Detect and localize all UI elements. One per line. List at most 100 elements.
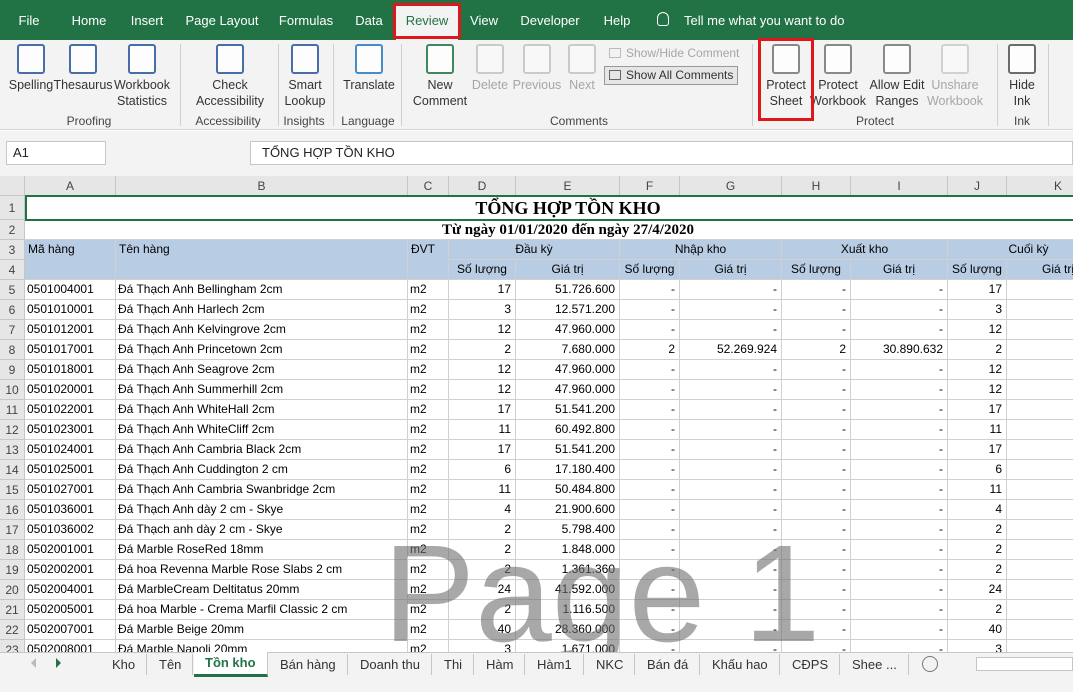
cell[interactable]: - bbox=[851, 560, 948, 580]
sheet-tab[interactable]: Hàm bbox=[475, 654, 526, 675]
cell[interactable]: 0501020001 bbox=[25, 380, 116, 400]
cell[interactable]: 2 bbox=[449, 600, 516, 620]
cell[interactable]: - bbox=[782, 460, 851, 480]
cell[interactable]: 17 bbox=[449, 400, 516, 420]
column-header[interactable]: K bbox=[1007, 176, 1073, 196]
row-header[interactable]: 22 bbox=[0, 620, 25, 640]
subheader[interactable]: Giá trị bbox=[851, 260, 948, 280]
cell[interactable]: - bbox=[782, 380, 851, 400]
cell[interactable]: - bbox=[680, 320, 782, 340]
cell[interactable]: 51.541.200 bbox=[516, 400, 620, 420]
cell[interactable]: 21.90 bbox=[1007, 500, 1073, 520]
cell[interactable]: Đá Thạch Anh Cuddington 2 cm bbox=[116, 460, 408, 480]
ribbon-button[interactable]: Thesaurus bbox=[53, 78, 113, 92]
cell[interactable]: - bbox=[782, 400, 851, 420]
ribbon-button[interactable]: Previous bbox=[512, 78, 562, 92]
cell[interactable]: - bbox=[680, 360, 782, 380]
cell[interactable]: 2 bbox=[449, 340, 516, 360]
cell[interactable]: - bbox=[851, 280, 948, 300]
cell[interactable]: 3 bbox=[449, 300, 516, 320]
cell[interactable]: 1.361.360 bbox=[516, 560, 620, 580]
cell[interactable]: - bbox=[851, 480, 948, 500]
row-header[interactable]: 21 bbox=[0, 600, 25, 620]
cell[interactable]: 12 bbox=[948, 360, 1007, 380]
cell[interactable]: - bbox=[620, 380, 680, 400]
ribbon-tab[interactable]: Data bbox=[355, 13, 383, 28]
cell[interactable]: - bbox=[680, 560, 782, 580]
row-header[interactable]: 18 bbox=[0, 540, 25, 560]
column-header[interactable]: A bbox=[25, 176, 116, 196]
cell[interactable]: 12 bbox=[449, 360, 516, 380]
cell[interactable]: - bbox=[851, 580, 948, 600]
cell[interactable]: 47.960.000 bbox=[516, 360, 620, 380]
ribbon-button[interactable]: Allow Edit bbox=[869, 78, 925, 92]
column-header[interactable]: C bbox=[408, 176, 449, 196]
cell[interactable]: - bbox=[680, 520, 782, 540]
cell[interactable]: 4 bbox=[948, 500, 1007, 520]
cell[interactable]: 12 bbox=[948, 320, 1007, 340]
cell[interactable]: 2 bbox=[449, 520, 516, 540]
ribbon-button[interactable]: New bbox=[427, 78, 453, 92]
column-header[interactable]: H bbox=[782, 176, 851, 196]
row-header[interactable]: 20 bbox=[0, 580, 25, 600]
ribbon-button[interactable]: Spelling bbox=[8, 78, 54, 92]
cell[interactable]: m2 bbox=[408, 420, 449, 440]
cell[interactable]: 12 bbox=[449, 320, 516, 340]
sheet-tab[interactable]: Shee ... bbox=[841, 654, 909, 675]
subheader[interactable]: Số lượng bbox=[449, 260, 516, 280]
cell[interactable]: 47.960.000 bbox=[516, 320, 620, 340]
ribbon-tab[interactable]: Page Layout bbox=[185, 13, 259, 28]
row-header[interactable]: 4 bbox=[0, 260, 25, 280]
cell[interactable]: 4 bbox=[449, 500, 516, 520]
add-sheet[interactable] bbox=[922, 656, 938, 672]
cell[interactable]: - bbox=[851, 360, 948, 380]
cell[interactable]: - bbox=[782, 620, 851, 640]
row-header[interactable]: 16 bbox=[0, 500, 25, 520]
cell[interactable]: 11 bbox=[948, 420, 1007, 440]
cell[interactable]: - bbox=[782, 520, 851, 540]
cell[interactable]: Đá Thạch Anh WhiteCliff 2cm bbox=[116, 420, 408, 440]
cell[interactable]: 17 bbox=[948, 400, 1007, 420]
cell[interactable]: - bbox=[620, 540, 680, 560]
formula-input[interactable]: TỔNG HỢP TỒN KHO bbox=[250, 141, 1073, 165]
cell[interactable]: 47.96 bbox=[1007, 360, 1073, 380]
cell[interactable]: - bbox=[851, 440, 948, 460]
group-header[interactable]: Nhập kho bbox=[620, 240, 782, 260]
cell[interactable]: Đá Thạch Anh Harlech 2cm bbox=[116, 300, 408, 320]
ribbon-button[interactable]: Workbook bbox=[809, 94, 867, 108]
cell[interactable]: Đá Thạch Anh Seagrove 2cm bbox=[116, 360, 408, 380]
cell[interactable]: m2 bbox=[408, 520, 449, 540]
cell[interactable]: Đá Thạch Anh dày 2 cm - Skye bbox=[116, 500, 408, 520]
column-header[interactable]: F bbox=[620, 176, 680, 196]
ribbon-button[interactable]: Protect bbox=[766, 78, 806, 92]
cell[interactable]: - bbox=[620, 620, 680, 640]
cell[interactable]: - bbox=[620, 500, 680, 520]
cell[interactable]: 50.484.800 bbox=[516, 480, 620, 500]
cell[interactable]: m2 bbox=[408, 280, 449, 300]
cell[interactable]: - bbox=[680, 540, 782, 560]
row-header[interactable]: 17 bbox=[0, 520, 25, 540]
cell[interactable]: 0501017001 bbox=[25, 340, 116, 360]
cell[interactable]: 2 bbox=[449, 540, 516, 560]
cell[interactable]: m2 bbox=[408, 540, 449, 560]
cell[interactable]: 0502001001 bbox=[25, 540, 116, 560]
cell[interactable]: 30.890.632 bbox=[851, 340, 948, 360]
ribbon-tab[interactable]: Formulas bbox=[278, 13, 334, 28]
cell[interactable]: 1.11 bbox=[1007, 600, 1073, 620]
cell[interactable]: 0502004001 bbox=[25, 580, 116, 600]
ribbon-button[interactable]: Check bbox=[212, 78, 248, 92]
cell[interactable]: 5.79 bbox=[1007, 520, 1073, 540]
cell[interactable]: 51.726.600 bbox=[516, 280, 620, 300]
cell[interactable]: - bbox=[680, 400, 782, 420]
cell[interactable]: 47.96 bbox=[1007, 320, 1073, 340]
cell[interactable]: Đá Marble Beige 20mm bbox=[116, 620, 408, 640]
cell[interactable]: m2 bbox=[408, 400, 449, 420]
ribbon-tab[interactable]: File bbox=[18, 13, 40, 28]
row-header[interactable]: 19 bbox=[0, 560, 25, 580]
cell[interactable]: 2 bbox=[948, 340, 1007, 360]
ribbon-tab[interactable]: Review bbox=[405, 13, 449, 28]
cell[interactable]: 2 bbox=[948, 540, 1007, 560]
cell[interactable]: - bbox=[782, 500, 851, 520]
ribbon-button[interactable]: Next bbox=[569, 78, 595, 92]
cell[interactable]: - bbox=[680, 580, 782, 600]
